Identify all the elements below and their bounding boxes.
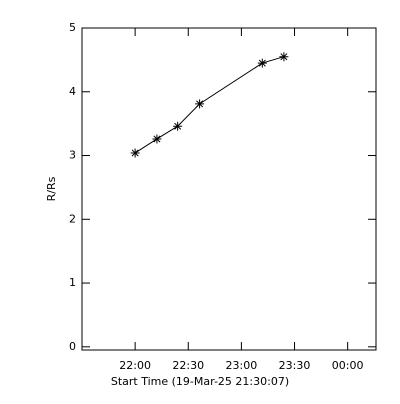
plot-frame xyxy=(81,27,377,351)
data-point xyxy=(195,99,205,109)
x-tick-label: 22:00 xyxy=(119,359,151,372)
data-line xyxy=(134,56,285,154)
y-tick-label: 1 xyxy=(69,276,76,289)
data-point xyxy=(257,58,267,68)
data-point xyxy=(173,121,183,131)
y-axis-label: R/Rs xyxy=(45,176,58,201)
y-tick-label: 3 xyxy=(69,149,76,162)
x-tick-label: 23:00 xyxy=(226,359,258,372)
x-tick-label: 00:00 xyxy=(332,359,364,372)
y-tick-label: 4 xyxy=(69,85,76,98)
y-tick-label: 2 xyxy=(69,212,76,225)
x-axis-label: Start Time (19-Mar-25 21:30:07) xyxy=(111,375,289,388)
data-point xyxy=(130,148,140,158)
x-tick-label: 23:30 xyxy=(279,359,311,372)
data-point xyxy=(152,134,162,144)
data-point xyxy=(279,52,289,62)
y-tick-label: 0 xyxy=(69,340,76,353)
x-tick-label: 22:30 xyxy=(172,359,204,372)
y-tick-label: 5 xyxy=(69,21,76,34)
